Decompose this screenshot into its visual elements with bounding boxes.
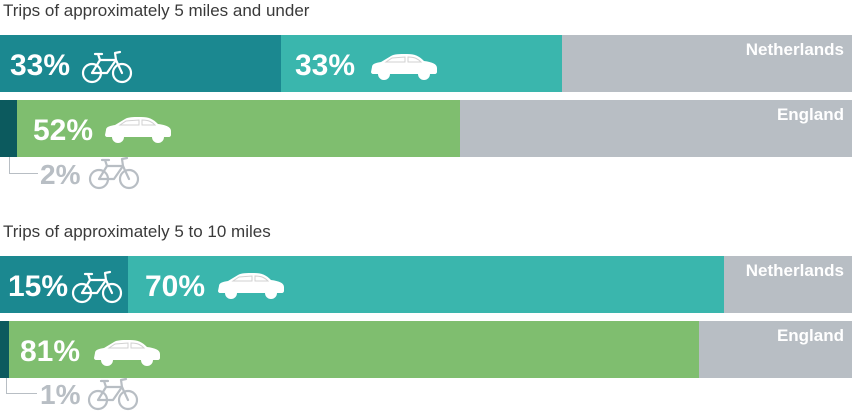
callout-line-england-bike-medium (6, 378, 37, 394)
country-label-england-short: England (776, 105, 844, 124)
bar-segment-netherlands-bike-short (0, 35, 282, 92)
bicycle-icon (71, 270, 123, 304)
car-icon (103, 116, 173, 144)
country-label-england-medium: England (776, 326, 844, 345)
bar-segment-england-bike-medium (0, 321, 9, 378)
data-label-netherlands-bike-short: 33% (10, 49, 71, 82)
country-label-netherlands-medium: Netherlands (745, 261, 844, 280)
bar-segment-england-car-short (17, 100, 461, 157)
data-label-netherlands-car-medium: 70% (145, 270, 206, 303)
data-label-england-bike-medium: 1% (40, 379, 81, 410)
country-label-netherlands-short: Netherlands (745, 40, 844, 59)
bar-track-netherlands-short: 33% 33% Netherlands (0, 35, 852, 92)
car-icon (92, 339, 162, 367)
car-icon (369, 53, 439, 81)
bar-track-england-medium: 81% England (0, 321, 852, 378)
bicycle-icon (87, 377, 139, 411)
section-title-medium-trips: Trips of approximately 5 to 10 miles (3, 222, 271, 241)
bar-track-england-short: 52% England (0, 100, 852, 157)
bicycle-icon (81, 50, 133, 84)
callout-line-england-bike-short (9, 157, 38, 174)
data-label-england-car-short: 52% (33, 114, 94, 147)
bicycle-icon (88, 156, 140, 190)
section-title-short-trips: Trips of approximately 5 miles and under (3, 1, 310, 20)
car-icon (216, 272, 286, 300)
bar-segment-netherlands-bike-medium (0, 256, 128, 313)
bar-track-netherlands-medium: 15% 70% Netherlands (0, 256, 852, 313)
data-label-netherlands-car-short: 33% (295, 49, 356, 82)
data-label-netherlands-bike-medium: 15% (8, 270, 69, 303)
bar-segment-england-bike-short (0, 100, 18, 157)
data-label-england-bike-short: 2% (40, 159, 81, 190)
data-label-england-car-medium: 81% (20, 335, 81, 368)
